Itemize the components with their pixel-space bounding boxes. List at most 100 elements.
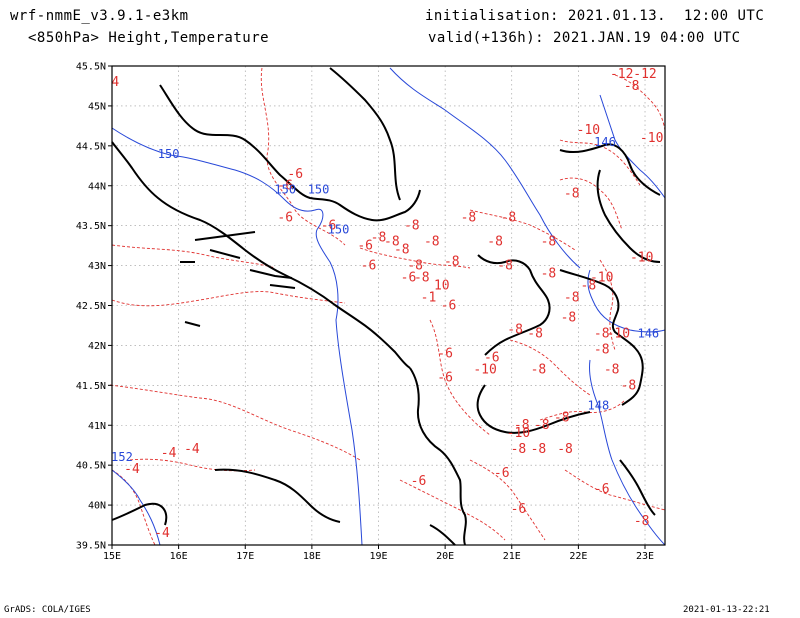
temperature-contour-label: -8 <box>501 211 517 226</box>
temperature-contour-label: -4 <box>184 442 200 457</box>
temperature-contour-label: 10 <box>434 279 450 294</box>
temperature-contour-label: -10 <box>630 251 653 266</box>
render-timestamp: 2021-01-13-22:21 <box>683 605 770 615</box>
temperature-contour-label: -6 <box>441 298 457 313</box>
init-time: initialisation: 2021.01.13. 12:00 UTC <box>425 8 765 24</box>
temperature-contour-label: -8 <box>541 235 557 250</box>
temperature-contour-label: -6 <box>357 239 373 254</box>
lat-tick-label: 43N <box>88 261 106 272</box>
temperature-contour-label: -8 <box>384 235 400 250</box>
temperature-contour-label: -8 <box>621 378 637 393</box>
temperature-contour-label: -8 <box>497 259 513 274</box>
temperature-contour-label: -10 <box>640 131 663 146</box>
temperature-contour-label: -6 <box>401 271 417 286</box>
height-labels: 150 150 150 150 146 146 148 152 <box>111 135 659 464</box>
temperature-contour-label: -6 <box>287 167 303 182</box>
temperature-contour-label: -8 <box>394 243 410 258</box>
lon-tick-label: 19E <box>369 551 387 562</box>
temperature-contour-label: -8 <box>514 418 530 433</box>
temperature-contour-label: 4 <box>111 75 119 90</box>
temperature-contour-label: -8 <box>541 267 557 282</box>
lat-tick-label: 44.5N <box>76 141 106 152</box>
lat-tick-label: 42N <box>88 341 106 352</box>
lon-tick-label: 16E <box>170 551 188 562</box>
height-contour-label: 146 <box>594 135 616 149</box>
lon-tick-label: 22E <box>569 551 587 562</box>
temperature-contour-label: -8 <box>527 326 543 341</box>
temperature-contour-label: -10 <box>577 123 600 138</box>
lat-tick-label: 40.5N <box>76 461 106 472</box>
temperature-contour-label: -6 <box>594 482 610 497</box>
temperature-contour-label: -8 <box>424 235 440 250</box>
height-contour-label: 150 <box>274 183 296 197</box>
temperature-contour-label: -10 <box>507 426 530 441</box>
temperature-contour-label: -10 <box>473 362 496 377</box>
lat-tick-label: 43.5N <box>76 221 106 232</box>
temperature-contour-label: -8 <box>461 211 477 226</box>
height-contour-label: 150 <box>158 147 180 161</box>
temperature-contour-label: -6 <box>321 219 337 234</box>
axis-ticks: 15E 16E 17E 18E 19E 20E 21E 22E 23E 45.5N 45N 44.5N… <box>76 62 654 563</box>
temperature-contour-label: -8 <box>554 410 570 425</box>
lat-tick-label: 44N <box>88 181 106 192</box>
temperature-contour-label: -8 <box>564 291 580 306</box>
temperature-contour-label: -4 <box>154 526 170 541</box>
field-title: <850hPa> Height,Temperature <box>28 30 270 46</box>
temperature-contour-label: -8 <box>511 442 527 457</box>
temperature-contour-label: -8 <box>531 442 547 457</box>
temperature-contour-label: -12 <box>633 67 656 82</box>
temperature-contour-label: -8 <box>371 231 387 246</box>
temperature-contour-label: -8 <box>557 442 573 457</box>
temperature-contour-label: -6 <box>511 502 527 517</box>
temperature-contour-label: -8 <box>404 219 420 234</box>
lon-tick-label: 17E <box>236 551 254 562</box>
temperature-contour-label: -6 <box>494 466 510 481</box>
temperature-contour-label: -6 <box>411 474 427 489</box>
temperature-contour-label: -8 <box>594 326 610 341</box>
lon-tick-label: 15E <box>103 551 121 562</box>
temperature-contour-label: -8 <box>407 259 423 274</box>
temperature-contour-label: -4 <box>124 462 140 477</box>
temperature-contour-label: -8 <box>594 342 610 357</box>
lat-tick-label: 39.5N <box>76 541 106 552</box>
temperature-contour-label: -6 <box>437 370 453 385</box>
grads-credit: GrADS: COLA/IGES <box>4 605 91 615</box>
lat-tick-label: 40N <box>88 501 106 512</box>
lon-tick-label: 21E <box>503 551 521 562</box>
valid-time: valid(+136h): 2021.JAN.19 04:00 UTC <box>428 30 741 46</box>
model-title: wrf-nmmE_v3.9.1-e3km <box>10 8 189 24</box>
temperature-contour-label: -6 <box>437 346 453 361</box>
temperature-contour-label: -8 <box>444 255 460 270</box>
lat-tick-label: 42.5N <box>76 301 106 312</box>
height-contours <box>111 67 666 546</box>
temperature-contour-label: -12 <box>610 67 633 82</box>
temperature-contour-label: -4 <box>161 446 177 461</box>
temperature-contour-label: -6 <box>361 259 377 274</box>
temperature-contour-label: -8 <box>531 362 547 377</box>
temperature-contour-label: -6 <box>277 179 293 194</box>
lat-tick-label: 41.5N <box>76 381 106 392</box>
temperature-contour-label: -10 <box>607 326 630 341</box>
temperature-contour-label: -8 <box>604 362 620 377</box>
lat-tick-label: 45N <box>88 101 106 112</box>
islands <box>180 231 296 327</box>
temperature-contour-label: -8 <box>534 418 550 433</box>
lon-tick-label: 18E <box>303 551 321 562</box>
temperature-contour-label: -8 <box>507 322 523 337</box>
temperature-contour-label: -6 <box>484 350 500 365</box>
coastlines <box>111 67 661 546</box>
height-contour-label: 152 <box>111 450 133 464</box>
height-contour-label: 148 <box>588 398 610 412</box>
temperature-contour-label: -8 <box>581 279 597 294</box>
height-contour-label: 150 <box>308 183 330 197</box>
temperature-contour-label: -10 <box>590 271 613 286</box>
temperature-labels: -12 -12-8-10-10-8-6-6-6-6 -8-8-8-6 -8-8-8 -8… <box>111 67 663 541</box>
temperature-contour-label: -1 <box>421 291 437 306</box>
lat-tick-label: 41N <box>88 421 106 432</box>
temperature-contour-label: -8 <box>634 514 650 529</box>
temperature-contour-label: -8 <box>487 235 503 250</box>
lon-tick-label: 23E <box>636 551 654 562</box>
temperature-contours <box>109 67 666 546</box>
height-contour-label: 150 <box>328 223 350 237</box>
